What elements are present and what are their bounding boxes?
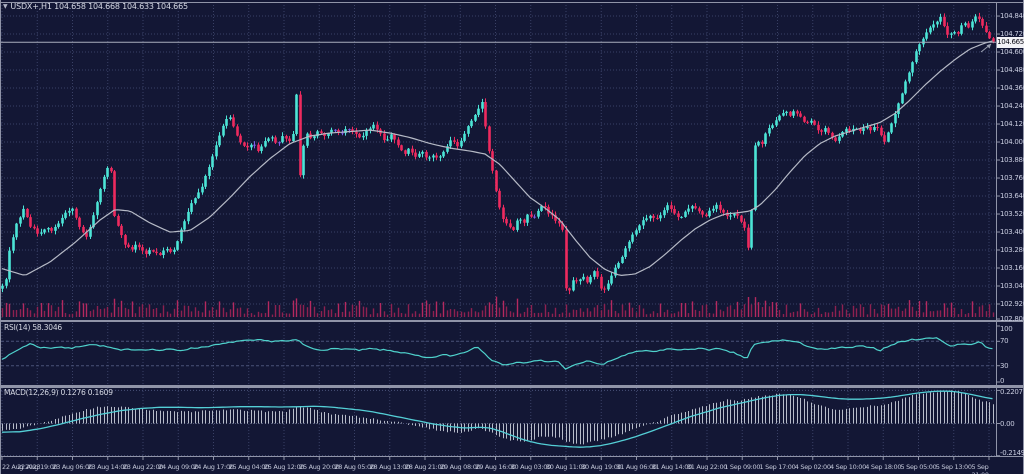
time-axis-label: 31 Aug 22:00 — [686, 463, 728, 471]
price-axis-label: 0 — [1000, 377, 1005, 385]
time-axis-label: 31 Aug 06:00 — [616, 463, 657, 471]
grid — [1, 5, 996, 457]
panel-separator-rsi-macd[interactable] — [0, 385, 1024, 388]
price-axis-label: 104.120 — [1000, 120, 1024, 129]
price-axis-label: 0.00 — [1000, 419, 1015, 428]
time-axis-label: 24 Aug 09:00 — [158, 463, 199, 471]
symbol-ohlc-label: USDX+,H1 104.658 104.668 104.633 104.665 — [10, 2, 188, 11]
price-axis-label: -0.2149 — [1000, 449, 1024, 457]
time-axis-label: 5 Sep 13:00 — [935, 463, 972, 471]
time-axis-label: 24 Aug 17:00 — [193, 463, 234, 471]
time-axis-label: 28 Aug 05:00 — [334, 463, 375, 471]
panel-separator-main-rsi[interactable] — [0, 320, 1024, 322]
macd-signal-line — [1, 390, 993, 448]
time-axis-label: 23 Aug 22:00 — [122, 463, 164, 471]
price-axis-label: 103.760 — [1000, 174, 1024, 183]
time-axis-label: 5 Sep 05:00 — [900, 463, 937, 471]
time-axis-label: 22 Aug 2023 — [2, 463, 41, 471]
price-axis-label: 103.640 — [1000, 192, 1024, 201]
price-axis-label: 103.400 — [1000, 228, 1024, 236]
time-axis-label: 31 Aug 14:00 — [651, 463, 693, 471]
volume-bars — [1, 296, 995, 317]
time-axis-label: 1 Sep 17:00 — [759, 463, 796, 471]
collapse-arrow-icon[interactable]: ▼ — [3, 3, 8, 10]
time-axis-label: 25 Aug 12:00 — [263, 463, 305, 471]
price-axis-label: 104.000 — [1000, 138, 1024, 147]
current-price-tag: 104.665 — [997, 37, 1024, 48]
price-arrow-icon — [980, 43, 992, 53]
candles — [1, 12, 995, 295]
time-axis-label: 22 Aug 19:00 — [17, 463, 58, 471]
price-axis-label: 104.840 — [1000, 12, 1024, 21]
price-axis-label: 30 — [1000, 361, 1009, 370]
price-axis-label: 102.920 — [1000, 300, 1024, 308]
chart-title: ▼ USDX+,H1 104.658 104.668 104.633 104.66… — [3, 2, 188, 11]
time-axis-label: 4 Sep 18:00 — [865, 463, 902, 471]
price-axis-label: 103.520 — [1000, 210, 1024, 219]
price-axis-label: 104.720 — [1000, 30, 1024, 39]
axis-tick-marks — [1, 15, 1000, 460]
time-axis-label: 23 Aug 14:00 — [87, 463, 129, 471]
price-axis-label: 102.800 — [1000, 315, 1024, 323]
price-axis-label: 103.280 — [1000, 246, 1024, 254]
time-axis-label: 23 Aug 06:00 — [52, 463, 93, 471]
panel-separator-top — [0, 2, 1024, 3]
moving-average-line — [1, 40, 993, 277]
price-axis-label: 103.880 — [1000, 156, 1024, 165]
time-axis-label: 30 Aug 11:00 — [545, 463, 587, 471]
time-axis-label: 25 Aug 20:00 — [299, 463, 340, 471]
price-axis-label: 104.360 — [1000, 84, 1024, 93]
time-axis-label: 29 Aug 08:00 — [440, 463, 481, 471]
time-axis-label: 29 Aug 16:00 — [475, 463, 516, 471]
price-axis-label: 70 — [1000, 337, 1009, 346]
price-axis-label: 104.480 — [1000, 66, 1024, 75]
macd-indicator-label: MACD(12,26,9) 0.1276 0.1609 — [4, 388, 113, 397]
time-axis-label: 5 Sep 21:00 — [971, 463, 990, 474]
time-axis-label: 30 Aug 03:00 — [510, 463, 552, 471]
time-axis-label: 28 Aug 21:00 — [404, 463, 446, 471]
rsi-line — [1, 337, 993, 370]
price-axis-label: 104.240 — [1000, 102, 1024, 111]
price-axis-label: 100 — [1000, 325, 1013, 333]
macd-histogram — [2, 390, 994, 445]
price-axis-label: 104.600 — [1000, 48, 1024, 57]
time-axis-label: 30 Aug 19:00 — [581, 463, 622, 471]
time-axis-label: 4 Sep 10:00 — [830, 463, 866, 471]
time-axis-label: 28 Aug 13:00 — [369, 463, 411, 471]
price-axis-label: 103.040 — [1000, 282, 1024, 290]
price-axis-label: 0.2207 — [1000, 388, 1023, 396]
time-axis-label: 4 Sep 02:00 — [794, 463, 831, 471]
time-axis-label: 25 Aug 04:00 — [228, 463, 270, 471]
panel-separator-macd-time — [0, 456, 1024, 457]
price-axis-label: 103.160 — [1000, 264, 1024, 272]
time-axis-label: 1 Sep 09:00 — [724, 463, 761, 471]
rsi-indicator-label: RSI(14) 58.3046 — [4, 323, 62, 332]
